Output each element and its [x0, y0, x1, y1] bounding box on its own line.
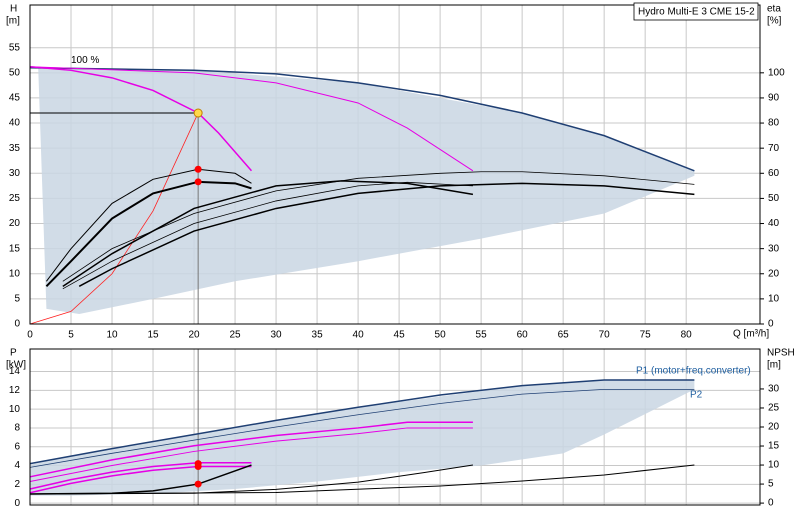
y-tick-label: 30	[9, 168, 21, 179]
curve	[29, 465, 252, 494]
y-tick-label: 40	[9, 118, 21, 129]
curve	[29, 464, 695, 495]
y-tick-label: 8	[14, 423, 20, 434]
y2-tick-label: 50	[768, 193, 780, 204]
y-tick-label: 50	[9, 67, 21, 78]
curve	[45, 180, 252, 288]
operating-range	[38, 67, 695, 314]
x-axis-label: Q [m³/h]	[733, 329, 769, 340]
y2-tick-label: 0	[768, 498, 774, 509]
x-tick-label: 75	[640, 330, 652, 341]
y-tick-label: 0	[14, 319, 20, 330]
y-axis-unit: [kW]	[6, 360, 26, 371]
y-tick-label: 10	[9, 404, 21, 415]
y-tick-label: 6	[14, 441, 20, 452]
duty-point	[194, 462, 202, 470]
y2-tick-label: 80	[768, 118, 780, 129]
duty-point	[194, 165, 202, 173]
y-axis-label: H	[10, 4, 17, 15]
x-tick-label: 25	[229, 330, 241, 341]
x-tick-label: 30	[271, 330, 283, 341]
curve	[46, 168, 252, 282]
x-tick-label: 0	[27, 330, 33, 341]
curve	[29, 66, 474, 172]
curve	[29, 421, 473, 478]
x-tick-label: 55	[476, 330, 488, 341]
y2-tick-label: 20	[768, 268, 780, 279]
x-tick-label: 15	[147, 330, 159, 341]
x-tick-label: 5	[68, 330, 74, 341]
y-tick-label: 15	[9, 243, 21, 254]
curve	[29, 427, 473, 482]
y-tick-label: 45	[9, 93, 21, 104]
annotation: 100 %	[71, 55, 99, 66]
y-tick-label: 25	[9, 193, 21, 204]
curve	[78, 182, 695, 287]
y-tick-label: 10	[9, 268, 21, 279]
curve	[62, 180, 474, 287]
y-tick-label: 4	[14, 460, 20, 471]
y2-axis-unit: [%]	[767, 16, 782, 27]
y-axis-label: P	[10, 348, 17, 359]
curve	[29, 112, 199, 325]
curve	[29, 66, 253, 172]
x-tick-label: 10	[106, 330, 118, 341]
legend-text: Hydro Multi-E 3 CME 15-2	[638, 7, 755, 18]
y2-tick-label: 90	[768, 93, 780, 104]
y-tick-label: 20	[9, 218, 21, 229]
x-tick-label: 50	[435, 330, 447, 341]
y2-tick-label: 15	[768, 441, 780, 452]
duty-point	[194, 480, 202, 488]
p2-label: P2	[690, 390, 703, 401]
duty-point	[194, 178, 202, 186]
curve	[29, 379, 695, 465]
y2-axis-label: NPSH	[767, 348, 795, 359]
y2-axis-label: eta	[767, 4, 781, 15]
y2-axis-unit: [m]	[767, 360, 781, 371]
y2-tick-label: 25	[768, 403, 780, 414]
y2-tick-label: 20	[768, 422, 780, 433]
power-panel: 0 2 4 6 8 10 12 14 0 5 10 15 20 25 30 P[kW] NPSH[m] P1 (m…	[6, 348, 795, 509]
y2-tick-label: 30	[768, 243, 780, 254]
x-tick-label: 60	[517, 330, 529, 341]
y-tick-label: 2	[14, 479, 20, 490]
curve	[29, 461, 252, 490]
y-tick-label: 5	[14, 294, 20, 305]
head-panel: 0 5 10 15 20 25 30 35 40 45 50 55 60 65 70 75 80 0 5 10 15 20…	[6, 2, 785, 341]
x-tick-label: 40	[353, 330, 365, 341]
y-tick-label: 12	[9, 385, 21, 396]
x-tick-label: 35	[312, 330, 324, 341]
legend-box	[633, 2, 759, 21]
x-tick-label: 45	[394, 330, 406, 341]
plot-frame	[29, 348, 761, 506]
y-tick-label: 0	[14, 498, 20, 509]
y2-tick-label: 30	[768, 384, 780, 395]
y2-tick-label: 0	[768, 319, 774, 330]
y2-tick-label: 40	[768, 218, 780, 229]
p1-label: P1 (motor+freq.converter)	[636, 366, 751, 377]
x-tick-label: 80	[681, 330, 693, 341]
y-axis-unit: [m]	[6, 16, 20, 27]
plot-frame	[29, 4, 761, 325]
x-tick-label: 65	[558, 330, 570, 341]
curve	[62, 181, 473, 290]
y2-tick-label: 100	[768, 67, 785, 78]
y2-tick-label: 10	[768, 294, 780, 305]
y-tick-label: 35	[9, 143, 21, 154]
x-tick-label: 70	[599, 330, 611, 341]
operating-point	[193, 108, 203, 118]
curve	[29, 67, 695, 172]
y2-tick-label: 70	[768, 143, 780, 154]
y2-tick-label: 10	[768, 460, 780, 471]
x-tick-label: 20	[188, 330, 200, 341]
y-tick-label: 14	[9, 366, 21, 377]
y-tick-label: 55	[9, 42, 21, 53]
y2-tick-label: 60	[768, 168, 780, 179]
y2-tick-label: 5	[768, 479, 774, 490]
curve	[29, 389, 695, 468]
